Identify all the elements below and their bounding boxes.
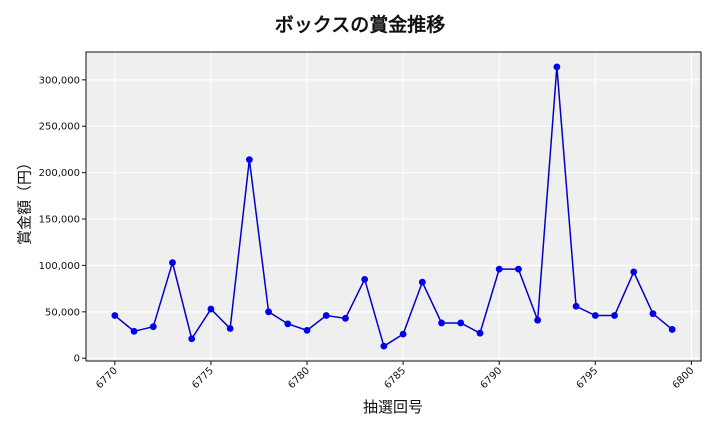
data-point (572, 302, 580, 310)
data-point (111, 312, 119, 319)
series-line (114, 66, 673, 348)
data-point (457, 319, 465, 327)
x-tick-label: 6770 (94, 365, 120, 391)
y-tick-label: 300,000 (39, 75, 80, 86)
data-point (265, 308, 272, 316)
x-axis-label: 抽選回号 (362, 398, 423, 416)
data-point (668, 326, 676, 333)
data-point (515, 265, 522, 273)
y-tick-label: 200,000 (39, 168, 80, 179)
x-tick-label: 6785 (382, 365, 408, 391)
data-point (495, 265, 503, 273)
data-point (130, 327, 138, 335)
data-point (438, 319, 445, 327)
plot-frame (85, 51, 702, 362)
x-tick-label: 6800 (671, 365, 697, 391)
data-point (322, 312, 330, 319)
data-point (476, 329, 484, 337)
x-tick-label: 6775 (190, 365, 216, 391)
data-point (284, 320, 292, 328)
y-tick-label: 250,000 (39, 122, 80, 133)
y-tick-label: 150,000 (39, 215, 80, 226)
data-point (303, 326, 311, 334)
data-point (342, 314, 349, 322)
y-tick-label: 0 (74, 354, 80, 365)
data-point (534, 316, 542, 324)
data-point (380, 342, 388, 350)
data-point (418, 278, 426, 286)
x-tick-label: 6780 (286, 365, 312, 391)
data-point (226, 325, 234, 332)
plot-background (86, 52, 701, 361)
data-point (630, 268, 638, 276)
data-point (361, 275, 369, 283)
data-point (245, 156, 253, 164)
data-point (399, 330, 407, 338)
data-point (188, 335, 196, 343)
data-point (591, 312, 599, 319)
data-point (149, 323, 157, 331)
data-point (207, 305, 215, 313)
x-tick-label: 6790 (479, 365, 505, 391)
chart-title: ボックスの賞金推移 (274, 14, 446, 36)
data-point (169, 259, 176, 267)
data-point (553, 63, 561, 71)
data-point (649, 310, 657, 318)
y-tick-label: 100,000 (39, 261, 80, 272)
y-tick-label: 50,000 (45, 307, 80, 318)
x-tick-label: 6795 (575, 365, 601, 391)
y-axis-label: 賞金額（円） (15, 154, 34, 246)
data-point (611, 312, 618, 319)
